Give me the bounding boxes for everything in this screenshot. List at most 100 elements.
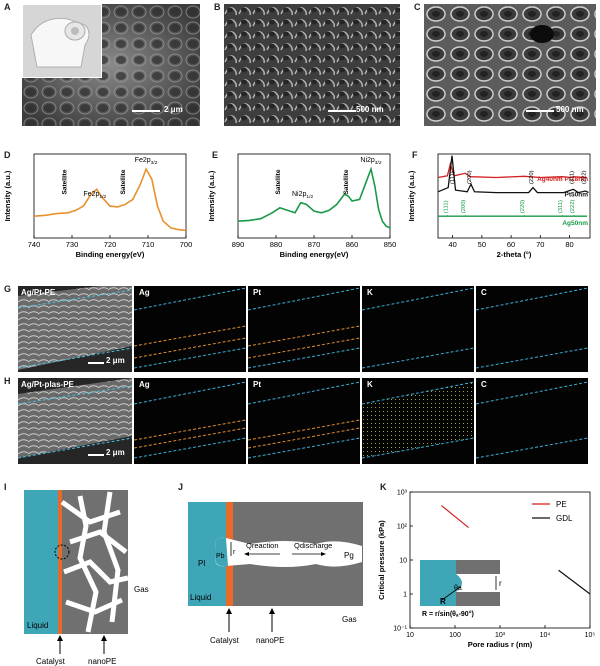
sem-cross-texture-g bbox=[18, 286, 132, 372]
panel-label-c: C bbox=[414, 2, 421, 12]
sem-texture-c bbox=[424, 4, 596, 126]
sem-cross-section-g: Ag/Pt-PE 2 μm bbox=[18, 286, 132, 372]
sem-image-b: 500 nm bbox=[224, 4, 400, 126]
scale-label-g: 2 μm bbox=[106, 356, 125, 365]
peak-annotation: Fe2p3/2 bbox=[135, 157, 158, 166]
pl-label-j: Pl bbox=[198, 559, 205, 568]
eds-label-ag-g: Ag bbox=[139, 288, 150, 297]
x-tick-label: 720 bbox=[104, 240, 117, 249]
pore-highlight-i bbox=[54, 544, 70, 560]
sample-title-g: Ag/Pt-PE bbox=[21, 288, 56, 297]
plot-frame bbox=[33, 153, 187, 239]
eds-label-c-g: C bbox=[481, 288, 487, 297]
scale-label-a: 2 μm bbox=[164, 105, 183, 114]
legend-label: PE bbox=[556, 500, 567, 509]
eds-map-c-h: C bbox=[476, 378, 588, 464]
satellite-annotation: Satellite bbox=[343, 169, 350, 194]
x-tick-label: 10⁴ bbox=[540, 632, 551, 639]
q-discharge-label-j: Qdischarge bbox=[294, 541, 332, 550]
inset-schematic: θa Rr R = r/sin(θₐ-90°) bbox=[420, 560, 502, 618]
eds-label-pt-h: Pt bbox=[253, 380, 261, 389]
y-tick-label: 10⁻¹ bbox=[393, 626, 407, 633]
peak-annotation: Ni2p1/2 bbox=[292, 191, 313, 200]
x-axis-label: Binding energy(eV) bbox=[280, 250, 349, 259]
eds-lines-k-g bbox=[362, 287, 474, 369]
scale-bar-g bbox=[88, 362, 104, 364]
panel-label-f: F bbox=[412, 150, 418, 160]
hkl-annotation: (200) bbox=[461, 200, 467, 214]
panel-label-i: I bbox=[4, 482, 7, 492]
x-tick-label: 70 bbox=[536, 240, 544, 249]
pb-label-j: Pb bbox=[216, 553, 225, 560]
liquid-label-i: Liquid bbox=[27, 621, 48, 630]
xps-ni-chart: 890 880 870 860 850 Binding energy(eV) Intensi… bbox=[207, 153, 396, 259]
spectrum-line bbox=[237, 166, 391, 229]
nanope-arrowhead-j bbox=[269, 608, 275, 614]
hkl-annotation: (311) bbox=[558, 200, 564, 213]
x-tick-label: 710 bbox=[142, 240, 155, 249]
x-tick-label: 80 bbox=[565, 240, 573, 249]
scale-label-b: 500 nm bbox=[356, 105, 384, 114]
hkl-annotation: (222) bbox=[582, 170, 588, 184]
y-axis-label: Intensity (a.u.) bbox=[3, 170, 12, 221]
eds-label-pt-g: Pt bbox=[253, 288, 261, 297]
inset-meniscus bbox=[456, 574, 462, 592]
catalyst-layer-i bbox=[58, 490, 62, 634]
scale-label-c: 500 nm bbox=[556, 105, 584, 114]
satellite-annotation: Satellite bbox=[61, 169, 68, 194]
hkl-annotation: (220) bbox=[529, 170, 535, 184]
y-tick-label: 10 bbox=[399, 558, 407, 565]
catalyst-label-j: Catalyst bbox=[210, 636, 240, 645]
legend-label: GDL bbox=[556, 514, 573, 523]
satellite-annotation: Satellite bbox=[275, 169, 282, 194]
series-label: Ag50nm bbox=[562, 220, 588, 227]
inset-R: R bbox=[440, 597, 446, 606]
inset-wall-bottom bbox=[456, 592, 500, 606]
x-axis-label: Binding energy(eV) bbox=[76, 250, 145, 259]
inset-liquid bbox=[420, 560, 456, 606]
sample-title-h: Ag/Pt-plas-PE bbox=[21, 380, 74, 389]
eds-lines-pt-g bbox=[248, 287, 360, 369]
y-axis-label: Intensity (a.u.) bbox=[407, 170, 416, 221]
x-tick-label: 10⁵ bbox=[585, 632, 596, 639]
eds-map-pt-h: Pt bbox=[248, 378, 360, 464]
hkl-annotation: (220) bbox=[520, 200, 526, 214]
scale-bar-c bbox=[526, 110, 554, 112]
hkl-annotation: (222) bbox=[570, 200, 576, 214]
sem-cross-texture-h bbox=[18, 378, 132, 464]
photo-inset bbox=[22, 4, 102, 78]
x-tick-label: 40 bbox=[448, 240, 456, 249]
x-tick-label: 890 bbox=[232, 240, 245, 249]
eds-lines-ag-g bbox=[134, 287, 246, 369]
hkl-annotation: (200) bbox=[467, 170, 473, 184]
spectrum-line bbox=[33, 167, 187, 232]
x-tick-label: 50 bbox=[478, 240, 486, 249]
inset-formula: R = r/sin(θₐ-90°) bbox=[422, 610, 474, 618]
series-label: Ag40nm Pt18nm bbox=[537, 176, 588, 183]
x-axis-label: 2-theta (°) bbox=[497, 250, 532, 259]
eds-map-pt-g: Pt bbox=[248, 286, 360, 372]
r-label-j: r bbox=[233, 549, 236, 556]
pore-channel-j bbox=[215, 537, 362, 567]
sem-texture-b bbox=[224, 4, 400, 126]
schematic-i: Liquid Gas Catalyst nanoPE bbox=[24, 490, 149, 666]
eds-lines-pt-h bbox=[248, 381, 360, 459]
x-tick-label: 700 bbox=[180, 240, 193, 249]
eds-map-ag-g: Ag bbox=[134, 286, 246, 372]
eds-lines-k-h bbox=[362, 381, 474, 459]
scale-bar-h bbox=[88, 454, 104, 456]
panel-label-a: A bbox=[4, 2, 11, 12]
y-axis-label: Intensity (a.u.) bbox=[207, 170, 216, 221]
catalyst-arrowhead-i bbox=[57, 635, 63, 641]
nanope-label-j: nanoPE bbox=[256, 636, 284, 645]
eds-label-c-h: C bbox=[481, 380, 487, 389]
x-tick-label: 860 bbox=[346, 240, 359, 249]
series-label: Pt50nm bbox=[565, 191, 589, 198]
sem-cross-section-h: Ag/Pt-plas-PE 2 μm bbox=[18, 378, 132, 464]
eds-map-c-g: C bbox=[476, 286, 588, 372]
peak-annotation: Fe2p1/2 bbox=[83, 191, 106, 200]
rolled-membrane-photo bbox=[23, 5, 101, 77]
panel-label-g: G bbox=[4, 284, 12, 294]
pg-label-j: Pg bbox=[344, 551, 354, 560]
y-tick-label: 1 bbox=[403, 592, 407, 599]
